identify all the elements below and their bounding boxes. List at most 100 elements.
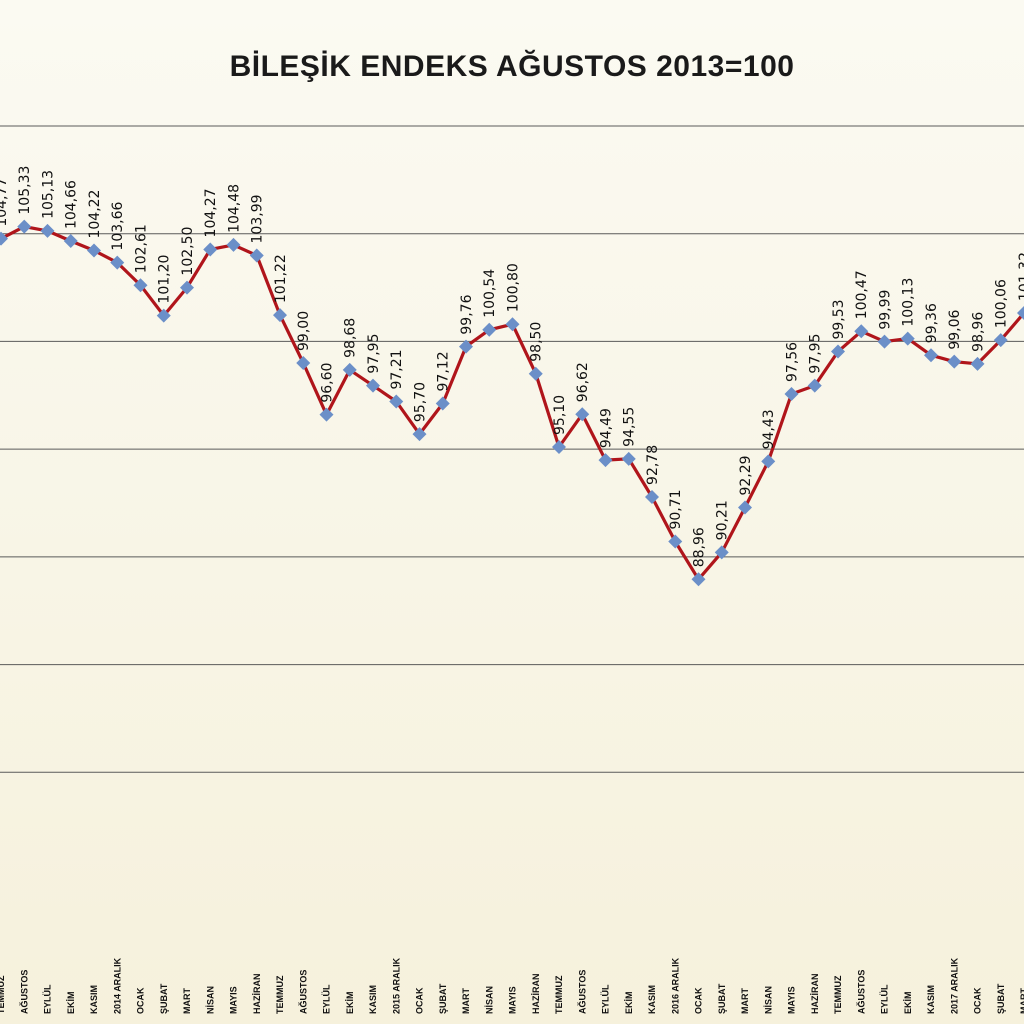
x-tick-label: TEMMUZ <box>554 975 564 1014</box>
data-label: 97,21 <box>389 349 405 389</box>
x-tick-label: EKİM <box>903 992 913 1015</box>
x-tick-label: HAZİRAN <box>810 974 820 1015</box>
data-labels: 104,77 105,33 105,13 104,66 104,22 103,66 102,… <box>0 166 1024 568</box>
data-point <box>1017 305 1024 320</box>
chart-title: BİLEŞİK ENDEKS AĞUSTOS 2013=100 <box>229 50 795 83</box>
data-point <box>598 453 613 468</box>
x-tick-label: MART <box>740 988 750 1014</box>
data-label: 101,20 <box>157 255 173 304</box>
data-point <box>738 500 752 515</box>
x-tick-label: NİSAN <box>205 986 215 1014</box>
data-point <box>575 407 590 422</box>
data-label: 104,66 <box>64 180 80 229</box>
data-label: 99,76 <box>459 294 475 334</box>
data-point <box>970 356 985 371</box>
data-point <box>342 362 357 377</box>
data-label: 104,77 <box>0 178 10 227</box>
data-point <box>203 242 218 257</box>
data-point <box>784 386 799 401</box>
data-point <box>435 396 450 411</box>
data-point <box>924 348 938 363</box>
x-tick-label: NİSAN <box>484 986 494 1014</box>
data-label: 99,36 <box>924 303 940 343</box>
data-label: 98,96 <box>971 312 987 352</box>
x-tick-label: OCAK <box>694 987 704 1014</box>
data-point <box>459 339 473 354</box>
data-label: 100,54 <box>482 269 498 318</box>
data-label: 97,95 <box>366 333 382 373</box>
data-label: 96,62 <box>575 362 591 402</box>
x-tick-label: EYLÜL <box>43 984 53 1014</box>
x-tick-label: OCAK <box>415 987 425 1014</box>
data-point <box>273 308 287 323</box>
series-line <box>0 225 1024 581</box>
x-tick-label: EYLÜL <box>880 984 890 1014</box>
x-tick-label: KASIM <box>926 985 936 1014</box>
data-point <box>296 355 311 370</box>
data-label: 92,78 <box>645 445 661 485</box>
data-label: 99,53 <box>831 299 847 339</box>
x-tick-label: TEMMUZ <box>275 975 285 1014</box>
x-tick-label: AĞUSTOS <box>297 970 308 1014</box>
data-label: 88,96 <box>692 527 708 567</box>
data-label: 99,00 <box>296 311 312 351</box>
data-label: 96,60 <box>320 363 336 403</box>
data-label: 99,06 <box>947 310 963 350</box>
data-label: 97,95 <box>808 333 824 373</box>
x-tick-label: 2017 ARALIK <box>949 957 959 1014</box>
data-label: 98,68 <box>343 318 359 358</box>
data-point <box>505 317 520 332</box>
x-tick-label: MAYIS <box>508 986 518 1014</box>
data-point <box>389 394 404 409</box>
data-label: 105,33 <box>17 166 33 215</box>
data-label: 90,71 <box>668 489 684 529</box>
data-point <box>714 545 729 560</box>
data-label: 101,32 <box>1017 252 1024 301</box>
x-tick-label: NİSAN <box>763 986 773 1014</box>
data-label: 99,99 <box>878 290 894 330</box>
x-tick-label: MART <box>1019 988 1024 1014</box>
x-tick-label: EYLÜL <box>322 984 332 1014</box>
data-label: 100,47 <box>854 270 870 319</box>
data-label: 100,13 <box>901 278 917 327</box>
x-tick-label: EKİM <box>345 992 355 1015</box>
data-label: 95,10 <box>552 395 568 435</box>
data-point <box>482 322 497 337</box>
x-tick-label: EKİM <box>624 992 634 1015</box>
data-point <box>668 534 683 549</box>
data-point <box>552 439 566 454</box>
data-point <box>993 333 1008 348</box>
x-tick-label: ŞUBAT <box>438 983 448 1014</box>
data-point <box>249 248 264 263</box>
x-tick-label: 2015 ARALIK <box>391 957 401 1014</box>
data-point <box>412 427 427 442</box>
x-tick-label: ŞUBAT <box>996 983 1006 1014</box>
data-label: 104,27 <box>203 188 219 237</box>
x-tick-label: MAYIS <box>229 986 239 1014</box>
x-tick-label: 2014 ARALIK <box>112 957 122 1014</box>
x-tick-label: OCAK <box>973 987 983 1014</box>
data-point <box>854 324 869 339</box>
data-point <box>180 280 194 295</box>
data-point <box>0 231 8 246</box>
data-label: 103,99 <box>250 194 266 243</box>
x-tick-label: 2016 ARALIK <box>670 957 680 1014</box>
data-label: 103,66 <box>110 202 126 251</box>
x-axis-tick-labels: TEMMUZ AĞUSTOS EYLÜL EKİM KASIM 2014 ARALIK OC… <box>0 957 1024 1014</box>
x-tick-label: KASIM <box>368 985 378 1014</box>
data-point <box>156 308 171 323</box>
data-label: 90,21 <box>715 500 731 540</box>
data-point <box>947 354 962 369</box>
x-tick-label: HAZİRAN <box>531 974 541 1015</box>
data-label: 94,43 <box>761 409 777 449</box>
data-point <box>645 489 659 504</box>
data-point <box>691 572 706 587</box>
data-point <box>319 407 334 422</box>
x-tick-label: AĞUSTOS <box>855 970 866 1014</box>
data-point <box>528 366 543 381</box>
data-label: 104,48 <box>227 184 243 233</box>
data-point <box>831 344 845 359</box>
x-tick-label: TEMMUZ <box>833 975 843 1014</box>
